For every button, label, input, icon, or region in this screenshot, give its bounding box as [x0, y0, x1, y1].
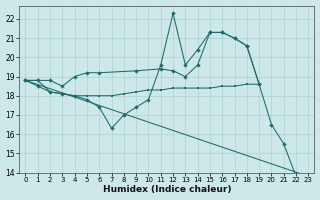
X-axis label: Humidex (Indice chaleur): Humidex (Indice chaleur) — [103, 185, 231, 194]
